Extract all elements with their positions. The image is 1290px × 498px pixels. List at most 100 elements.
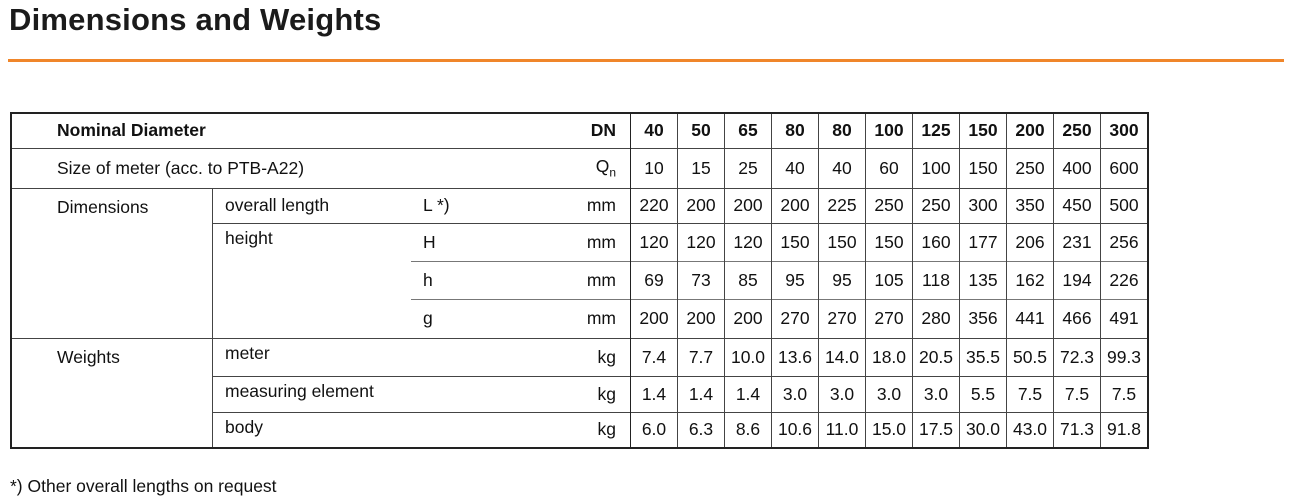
- unit-label: Qn: [551, 147, 631, 188]
- value-cell: 50: [677, 113, 725, 148]
- value-cell: 280: [912, 298, 960, 338]
- value-cell: 1.4: [630, 375, 678, 412]
- value-cell: 7.4: [630, 337, 678, 376]
- value-cell: 441: [1006, 298, 1054, 338]
- value-cell: 220: [630, 187, 678, 223]
- value-cell: 69: [630, 260, 678, 299]
- value-cell: 18.0: [865, 337, 913, 376]
- row-unit: kg: [551, 337, 631, 376]
- value-cell: 95: [818, 260, 866, 299]
- value-cell: 250: [1053, 113, 1101, 148]
- value-cell: 91.8: [1100, 411, 1148, 448]
- value-cell: 300: [959, 187, 1007, 223]
- value-cell: 200: [724, 298, 772, 338]
- value-cell: 3.0: [818, 375, 866, 412]
- value-cell: 99.3: [1100, 337, 1148, 376]
- table-row: h mm 69 73 85 95 95 105 118 135 162 194 226: [11, 260, 1148, 299]
- value-cell: 162: [1006, 260, 1054, 299]
- row-symbol: L *): [411, 187, 551, 223]
- row-label: height: [212, 222, 411, 338]
- value-cell: 200: [677, 187, 725, 223]
- table-row: Dimensions overall length L *) mm 220 200…: [11, 187, 1148, 338]
- value-cell: 200: [630, 298, 678, 338]
- value-cell: 6.3: [677, 411, 725, 448]
- value-cell: 95: [771, 260, 819, 299]
- value-cell: 80: [771, 113, 819, 148]
- table-row: Size of meter (acc. to PTB-A22) Qn 10 15 2…: [11, 147, 1148, 188]
- value-cell: 250: [912, 187, 960, 223]
- value-cell: 200: [771, 187, 819, 223]
- row-symbol: H: [411, 222, 551, 261]
- value-cell: 7.5: [1100, 375, 1148, 412]
- value-cell: 250: [865, 187, 913, 223]
- value-cell: 72.3: [1053, 337, 1101, 376]
- value-cell: 10.0: [724, 337, 772, 376]
- value-cell: 256: [1100, 222, 1148, 261]
- value-cell: 250: [1006, 147, 1054, 188]
- row-unit: mm: [551, 187, 631, 223]
- value-cell: 100: [865, 113, 913, 148]
- value-cell: 50.5: [1006, 337, 1054, 376]
- title-divider: [8, 59, 1284, 62]
- unit-label: DN: [590, 120, 616, 141]
- value-cell: 270: [771, 298, 819, 338]
- value-cell: 71.3: [1053, 411, 1101, 448]
- row-unit: kg: [551, 375, 631, 412]
- value-cell: 40: [630, 113, 678, 148]
- row-unit: mm: [551, 222, 631, 261]
- value-cell: 150: [771, 222, 819, 261]
- value-cell: 65: [724, 113, 772, 148]
- unit-q: Q: [595, 156, 610, 177]
- row-label: measuring element: [212, 375, 551, 412]
- value-cell: 194: [1053, 260, 1101, 299]
- value-cell: 14.0: [818, 337, 866, 376]
- value-cell: 7.5: [1053, 375, 1101, 412]
- value-cell: 5.5: [959, 375, 1007, 412]
- value-cell: 200: [724, 187, 772, 223]
- row-label: overall length: [212, 187, 411, 223]
- value-cell: 15.0: [865, 411, 913, 448]
- unit-subscript: n: [609, 165, 616, 180]
- value-cell: 177: [959, 222, 1007, 261]
- value-cell: 160: [912, 222, 960, 261]
- table-row: g mm 200 200 200 270 270 270 280 356 441 466 491: [11, 298, 1148, 338]
- weights-group-label: Weights: [11, 337, 213, 448]
- value-cell: 40: [818, 147, 866, 188]
- value-cell: 105: [865, 260, 913, 299]
- value-cell: 120: [630, 222, 678, 261]
- value-cell: 350: [1006, 187, 1054, 223]
- row-symbol: h: [411, 260, 551, 299]
- value-cell: 135: [959, 260, 1007, 299]
- value-cell: 300: [1100, 113, 1148, 148]
- size-label: Size of meter (acc. to PTB-A22): [11, 147, 551, 188]
- value-cell: 225: [818, 187, 866, 223]
- table-row: measuring element kg 1.4 1.4 1.4 3.0 3.0 3.0 3…: [11, 375, 1148, 412]
- row-label: meter: [212, 337, 551, 376]
- value-cell: 100: [912, 147, 960, 188]
- value-cell: 150: [959, 113, 1007, 148]
- nominal-diameter-label: Nominal Diameter: [57, 120, 206, 141]
- page-title: Dimensions and Weights: [9, 2, 382, 37]
- value-cell: 3.0: [865, 375, 913, 412]
- row-label: body: [212, 411, 551, 448]
- value-cell: 10.6: [771, 411, 819, 448]
- value-cell: 35.5: [959, 337, 1007, 376]
- value-cell: 80: [818, 113, 866, 148]
- value-cell: 120: [724, 222, 772, 261]
- value-cell: 120: [677, 222, 725, 261]
- value-cell: 1.4: [724, 375, 772, 412]
- row-symbol: g: [411, 298, 551, 338]
- value-cell: 6.0: [630, 411, 678, 448]
- dimensions-weights-table: Nominal Diameter DN 40 50 65 80 80 100 125 150 2…: [10, 112, 1149, 449]
- footnote: *) Other overall lengths on request: [10, 476, 277, 496]
- table-row: Weights meter kg 7.4 7.7 10.0 13.6 14.0 18.0 2…: [11, 337, 1148, 448]
- value-cell: 20.5: [912, 337, 960, 376]
- value-cell: 150: [865, 222, 913, 261]
- value-cell: 13.6: [771, 337, 819, 376]
- value-cell: 356: [959, 298, 1007, 338]
- value-cell: 10: [630, 147, 678, 188]
- dimensions-group-label: Dimensions: [11, 187, 213, 338]
- value-cell: 25: [724, 147, 772, 188]
- value-cell: 200: [677, 298, 725, 338]
- value-cell: 150: [818, 222, 866, 261]
